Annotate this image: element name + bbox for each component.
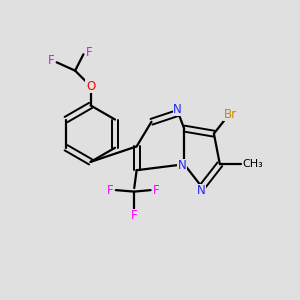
- Text: CH₃: CH₃: [242, 159, 263, 169]
- Text: N: N: [197, 184, 206, 197]
- Text: F: F: [107, 184, 114, 196]
- Text: Br: Br: [224, 108, 236, 121]
- Text: F: F: [153, 184, 159, 196]
- Text: N: N: [177, 159, 186, 172]
- Text: F: F: [85, 46, 92, 59]
- Text: F: F: [48, 54, 55, 67]
- Text: F: F: [131, 209, 138, 223]
- Text: N: N: [173, 103, 182, 116]
- Text: O: O: [86, 80, 95, 93]
